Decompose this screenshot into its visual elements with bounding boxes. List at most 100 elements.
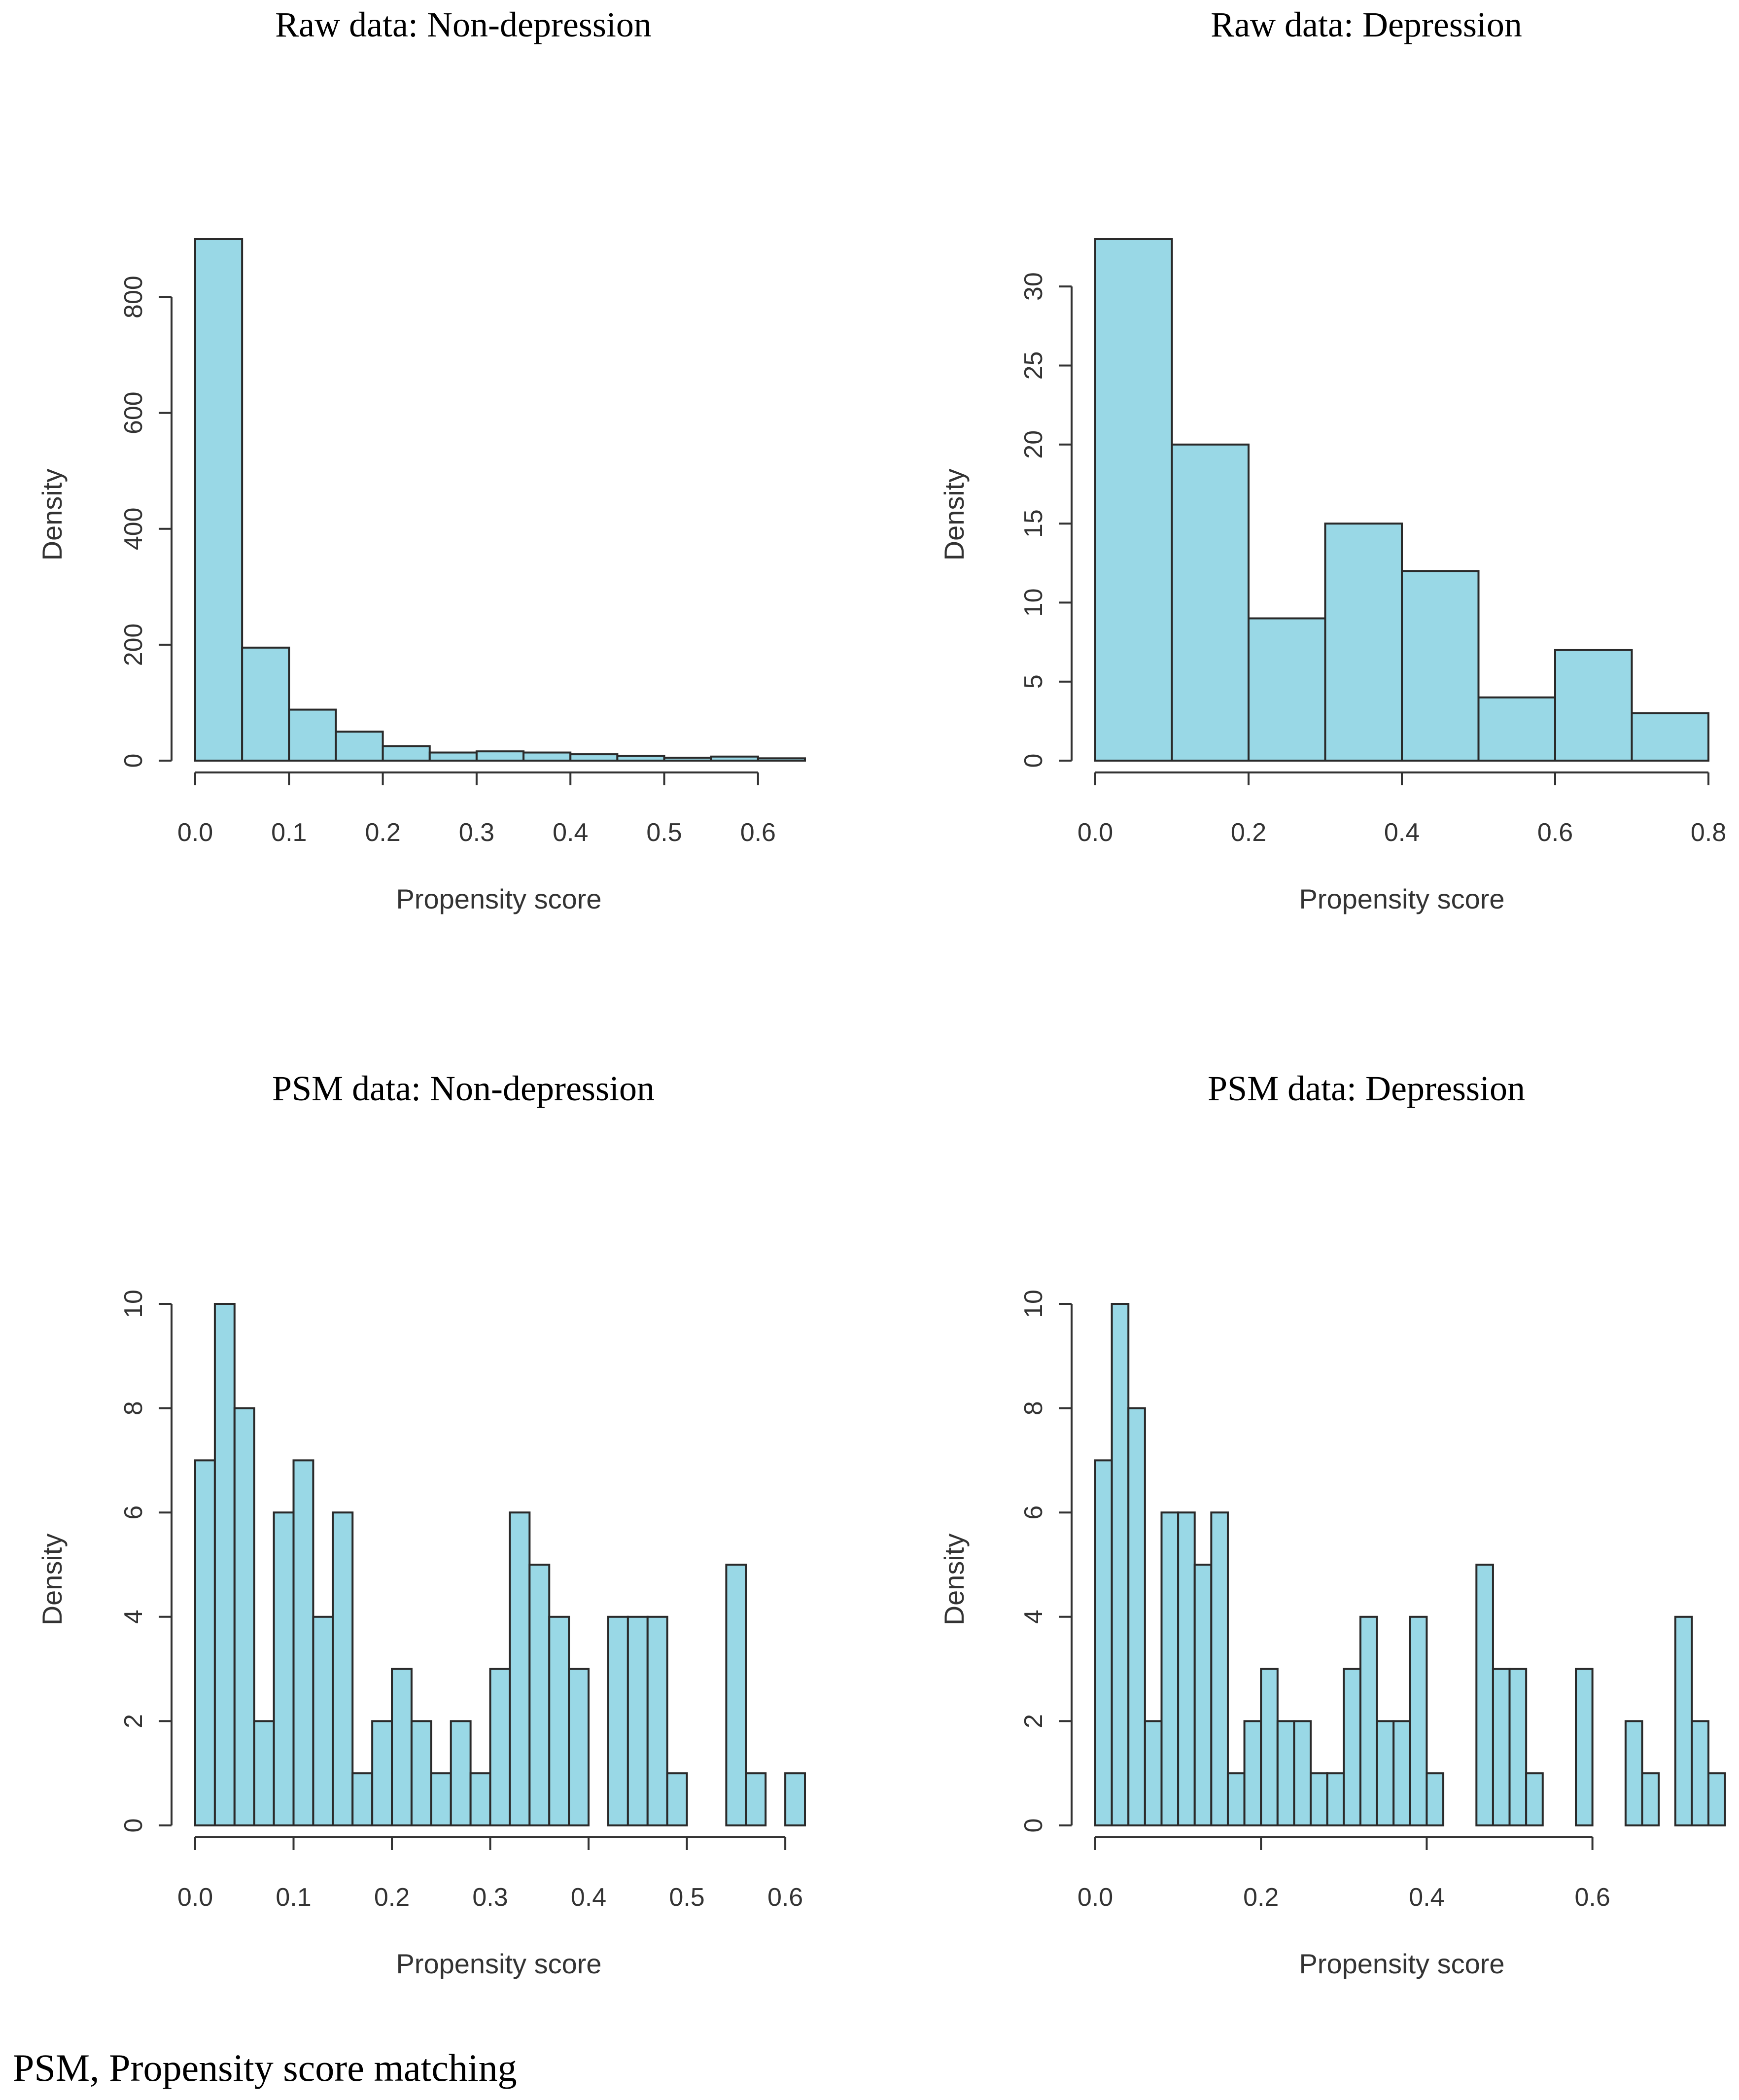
histogram-bar bbox=[1293, 1720, 1312, 1826]
histogram-bar bbox=[646, 1615, 668, 1827]
histogram-bar bbox=[509, 1511, 531, 1826]
x-axis-label: Propensity score bbox=[1299, 1948, 1504, 1979]
y-tick-label: 0 bbox=[119, 1819, 148, 1833]
chart-title: Raw data: Depression bbox=[1211, 5, 1522, 44]
histogram-bar bbox=[1193, 1564, 1213, 1826]
y-tick-label: 2 bbox=[119, 1714, 148, 1728]
y-axis-label: Density bbox=[939, 469, 970, 561]
histogram-bar bbox=[194, 1459, 216, 1826]
y-tick-label: 4 bbox=[119, 1610, 148, 1624]
y-tick-label: 6 bbox=[119, 1505, 148, 1520]
histogram-bar bbox=[1691, 1720, 1709, 1826]
histogram-bar bbox=[666, 1772, 688, 1826]
histogram-bar bbox=[1477, 696, 1556, 762]
histogram-bar bbox=[569, 753, 619, 762]
histogram-bar bbox=[528, 1564, 551, 1826]
y-tick-label: 10 bbox=[119, 1290, 148, 1318]
histogram-bar bbox=[710, 755, 759, 762]
histogram-bar bbox=[1171, 443, 1250, 762]
histogram-bar bbox=[475, 750, 525, 762]
x-tick-label: 0.2 bbox=[365, 818, 400, 847]
panel-psm-depression: PSM data: Depression 0 2 4 6 8 10 0.0 0.2 0.4 0.6 P… bbox=[939, 1069, 1726, 1979]
histogram-bar bbox=[1409, 1615, 1428, 1827]
panel-psm-non-depression: PSM data: Non-depression 0 2 4 6 8 10 0.0 0.1 0.2… bbox=[36, 1069, 806, 1979]
histogram-bar bbox=[489, 1668, 511, 1827]
histogram-bar bbox=[607, 1615, 629, 1827]
histogram-bar bbox=[1392, 1720, 1411, 1826]
histogram-bar bbox=[757, 757, 806, 762]
histogram-bar bbox=[1324, 523, 1403, 762]
histogram-bar bbox=[1177, 1511, 1196, 1826]
histogram-bar bbox=[1127, 1407, 1146, 1827]
y-tick-label: 10 bbox=[1019, 1290, 1048, 1318]
x-axis-label: Propensity score bbox=[396, 1948, 601, 1979]
histogram-bar bbox=[616, 755, 665, 762]
x-tick-label: 0.2 bbox=[374, 1883, 410, 1912]
x-tick-label: 0.5 bbox=[669, 1883, 704, 1912]
histogram-bar bbox=[213, 1303, 236, 1826]
histogram-bar bbox=[382, 745, 431, 762]
y-tick-label: 8 bbox=[1019, 1401, 1048, 1415]
histogram-bar bbox=[288, 708, 337, 762]
histogram-bar bbox=[371, 1720, 393, 1826]
x-tick-label: 0.0 bbox=[1078, 1883, 1113, 1912]
y-tick-label: 10 bbox=[1019, 588, 1048, 617]
y-tick-label: 8 bbox=[119, 1401, 148, 1415]
histogram-bar bbox=[430, 1772, 452, 1826]
histogram-bar bbox=[469, 1772, 491, 1826]
histogram-bar bbox=[312, 1615, 334, 1827]
x-tick-label: 0.8 bbox=[1691, 818, 1726, 847]
histogram-bar bbox=[1144, 1720, 1163, 1826]
x-tick-label: 0.4 bbox=[553, 818, 588, 847]
x-tick-label: 0.6 bbox=[740, 818, 776, 847]
histogram-bar bbox=[548, 1615, 570, 1827]
histogram-bar bbox=[1310, 1772, 1328, 1826]
y-tick-label: 30 bbox=[1019, 272, 1048, 301]
histogram-bar bbox=[194, 238, 243, 762]
histogram-bar bbox=[1359, 1615, 1378, 1827]
histogram-bar bbox=[241, 646, 290, 762]
histogram-bar bbox=[332, 1511, 354, 1826]
y-axis-label: Density bbox=[36, 469, 68, 561]
histogram-bar bbox=[725, 1564, 747, 1826]
histogram-bar bbox=[233, 1407, 255, 1827]
y-tick-label: 25 bbox=[1019, 351, 1048, 380]
histogram-bar bbox=[784, 1772, 806, 1826]
histogram-bar bbox=[663, 757, 712, 762]
histogram-bar bbox=[450, 1720, 472, 1826]
histogram-bar bbox=[1343, 1668, 1361, 1827]
x-tick-label: 0.0 bbox=[177, 1883, 213, 1912]
histogram-bar bbox=[253, 1720, 275, 1826]
x-axis-label: Propensity score bbox=[1299, 883, 1504, 914]
histogram-bar bbox=[1111, 1303, 1130, 1826]
chart-title: Raw data: Non-depression bbox=[275, 5, 652, 44]
y-tick-label: 6 bbox=[1019, 1505, 1048, 1520]
y-tick-label: 20 bbox=[1019, 430, 1048, 459]
histogram-bar bbox=[1508, 1668, 1528, 1827]
histogram-bar bbox=[1248, 617, 1326, 762]
y-tick-label: 15 bbox=[1019, 509, 1048, 538]
histogram-bar bbox=[1575, 1668, 1594, 1827]
histogram-bar bbox=[1554, 649, 1633, 762]
chart-title: PSM data: Non-depression bbox=[272, 1069, 655, 1108]
x-tick-label: 0.2 bbox=[1231, 818, 1266, 847]
histogram-bar bbox=[1624, 1720, 1643, 1826]
x-tick-label: 0.0 bbox=[1078, 818, 1113, 847]
histogram-bar bbox=[1094, 1459, 1113, 1826]
histogram-bar bbox=[1426, 1772, 1445, 1826]
y-axis-label: Density bbox=[939, 1534, 970, 1626]
x-tick-label: 0.1 bbox=[276, 1883, 311, 1912]
x-tick-label: 0.6 bbox=[767, 1883, 803, 1912]
x-tick-label: 0.2 bbox=[1243, 1883, 1279, 1912]
histogram-bar bbox=[1260, 1668, 1279, 1827]
x-tick-label: 0.0 bbox=[177, 818, 213, 847]
x-tick-label: 0.3 bbox=[472, 1883, 508, 1912]
histogram-bar bbox=[1160, 1511, 1180, 1826]
x-tick-label: 0.4 bbox=[1384, 818, 1420, 847]
histogram-bar bbox=[335, 731, 384, 762]
y-tick-label: 400 bbox=[119, 507, 148, 550]
x-tick-label: 0.5 bbox=[646, 818, 682, 847]
y-tick-label: 200 bbox=[119, 624, 148, 666]
x-tick-label: 0.6 bbox=[1575, 1883, 1610, 1912]
